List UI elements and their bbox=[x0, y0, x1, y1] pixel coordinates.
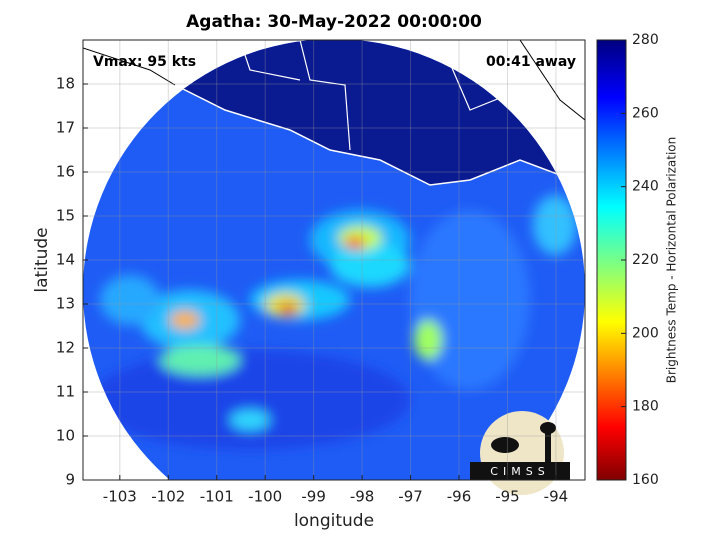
colorbar-tick-label: 220 bbox=[632, 252, 659, 268]
colorbar-tick-label: 200 bbox=[632, 325, 659, 341]
x-tick-label: -94 bbox=[544, 488, 569, 506]
x-tick-label: -95 bbox=[495, 488, 520, 506]
y-tick-label: 16 bbox=[56, 163, 75, 181]
x-tick-label: -96 bbox=[447, 488, 472, 506]
x-tick-label: -99 bbox=[301, 488, 326, 506]
annotation: Vmax: 95 kts bbox=[93, 54, 196, 70]
colorbar-tick-label: 240 bbox=[632, 179, 659, 195]
colorbar-tick-label: 260 bbox=[632, 105, 659, 121]
y-axis-label: latitude bbox=[32, 227, 52, 292]
annotation: 00:41 away bbox=[486, 54, 576, 70]
y-tick-label: 11 bbox=[56, 383, 75, 401]
y-tick-label: 18 bbox=[56, 75, 75, 93]
chart-title: Agatha: 30-May-2022 00:00:00 bbox=[186, 12, 482, 32]
x-tick-label: -103 bbox=[103, 488, 137, 506]
y-tick-label: 9 bbox=[65, 471, 75, 489]
y-tick-label: 12 bbox=[56, 339, 75, 357]
y-tick-label: 10 bbox=[56, 427, 75, 445]
colorbar-tick-label: 180 bbox=[632, 399, 659, 415]
logo-text: CIMSS bbox=[490, 465, 549, 478]
x-tick-label: -102 bbox=[151, 488, 185, 506]
y-tick-label: 17 bbox=[56, 119, 75, 137]
colorbar-label: Brightness Temp - Horizontal Polarizatio… bbox=[665, 137, 679, 384]
x-axis-label: longitude bbox=[294, 511, 374, 531]
x-tick-label: -97 bbox=[398, 488, 423, 506]
x-tick-label: -100 bbox=[248, 488, 282, 506]
logo: CIMSS bbox=[470, 411, 570, 495]
y-tick-label: 14 bbox=[56, 251, 75, 269]
y-tick-label: 13 bbox=[56, 295, 75, 313]
x-tick-label: -98 bbox=[350, 488, 375, 506]
y-tick-label: 15 bbox=[56, 207, 75, 225]
x-tick-label: -101 bbox=[200, 488, 234, 506]
colorbar-tick-label: 280 bbox=[632, 32, 659, 48]
colorbar-tick-label: 160 bbox=[632, 472, 659, 488]
